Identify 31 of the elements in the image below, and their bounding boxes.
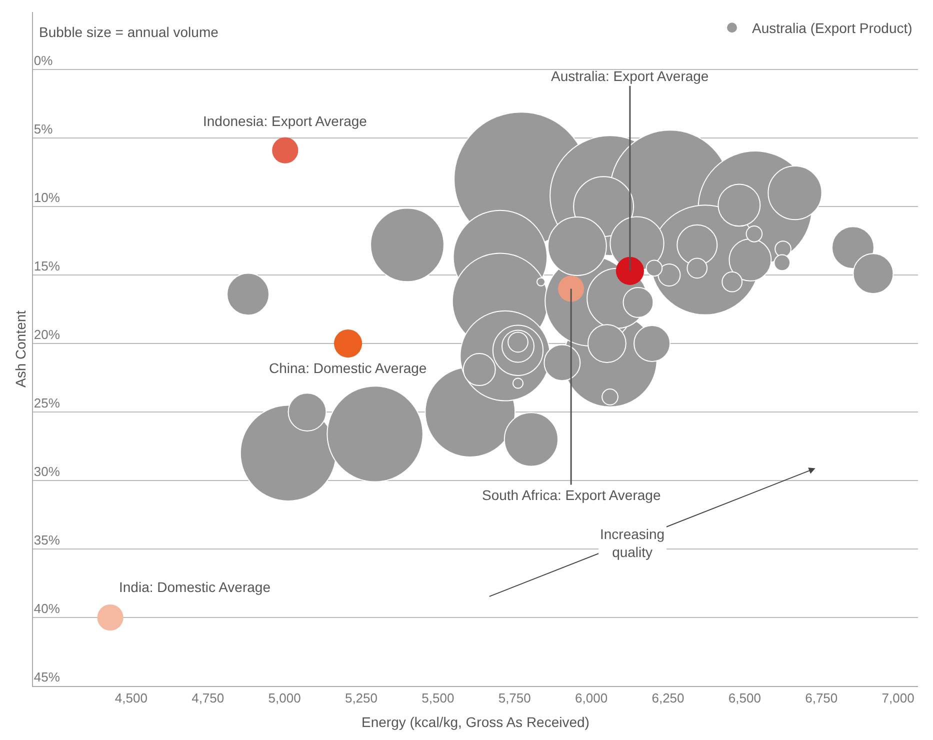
x-tick-label: 6,500 xyxy=(728,690,761,706)
x-tick-label: 4,750 xyxy=(192,690,224,706)
x-tick-label: 5,500 xyxy=(422,690,454,706)
x-tick-label: 6,750 xyxy=(805,690,838,706)
y-tick-label: 5% xyxy=(34,121,54,136)
annotation: Indonesia: Export Average xyxy=(203,113,368,129)
x-tick-label: 6,000 xyxy=(575,690,608,706)
x-tick-label: 5,250 xyxy=(344,690,378,706)
y-tick-label: 0% xyxy=(34,52,54,68)
annotation: China: Domestic Average xyxy=(269,360,427,376)
y-tick-label: 15% xyxy=(34,258,60,274)
x-tick-label: 7,000 xyxy=(882,690,914,706)
annotation: Australia: Export Average xyxy=(551,68,709,84)
x-tick-label: 4,500 xyxy=(114,690,148,706)
y-tick-label: 20% xyxy=(34,326,60,342)
annotation: India: Domestic Average xyxy=(119,579,271,595)
x-tick-label: 5,750 xyxy=(498,690,531,706)
y-axis-title: Ash Content xyxy=(12,310,28,388)
annotation: Bubble size = annual volume xyxy=(39,24,219,40)
annotation: Increasing quality xyxy=(600,526,665,560)
y-tick-label: 30% xyxy=(34,464,60,479)
annotation: South Africa: Export Average xyxy=(482,487,661,503)
x-tick-label: 5,000 xyxy=(268,690,301,706)
y-tick-label: 40% xyxy=(34,600,60,616)
y-tick-label: 45% xyxy=(34,669,60,684)
y-tick-label: 25% xyxy=(34,395,60,410)
legend-label: Australia (Export Product) xyxy=(752,20,912,36)
y-tick-label: 10% xyxy=(34,190,60,205)
x-axis-title: Energy (kcal/kg, Gross As Received) xyxy=(362,714,590,730)
x-tick-label: 6,250 xyxy=(652,690,684,706)
y-tick-label: 35% xyxy=(34,532,60,548)
